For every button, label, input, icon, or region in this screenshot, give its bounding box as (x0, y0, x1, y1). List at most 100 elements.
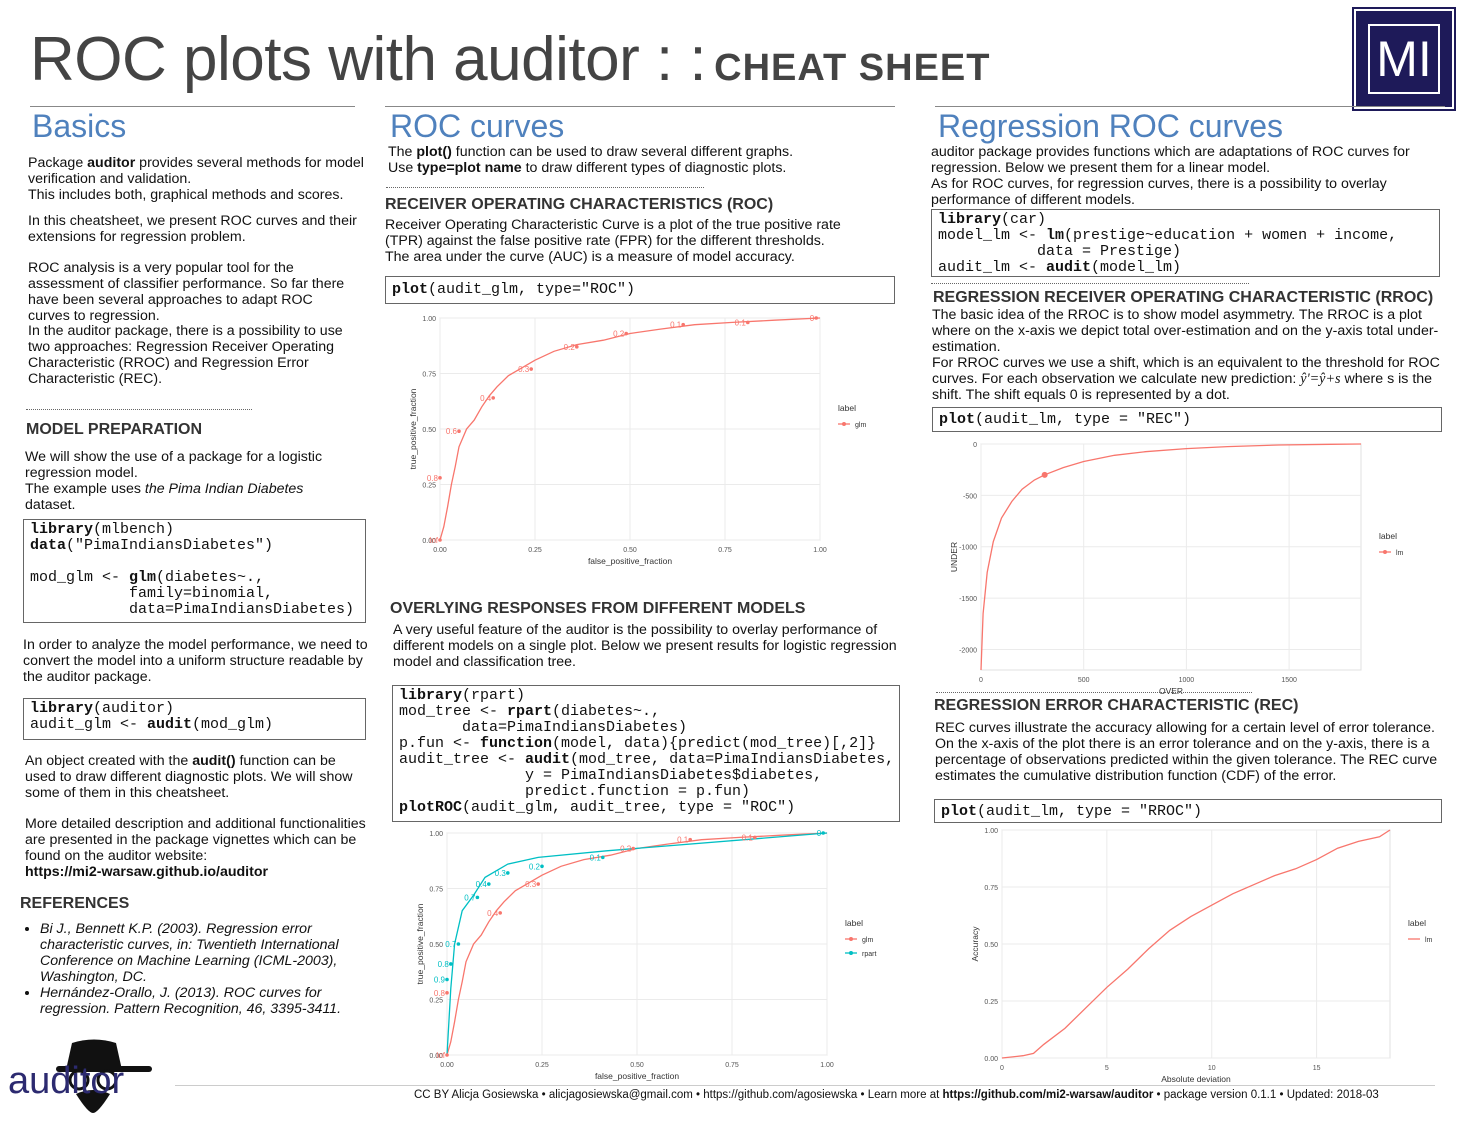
code-block-plot-roc: plot(audit_glm, type="ROC") (385, 276, 895, 304)
cutoff-point (475, 895, 480, 900)
model-prep-paragraph: An object created with the audit() funct… (25, 753, 353, 801)
y-tick-label: 0.00 (984, 1056, 998, 1063)
x-tick-label: 0.50 (623, 547, 637, 554)
legend-label: glm (855, 422, 866, 429)
cutoff-point (688, 837, 692, 842)
cutoff-label: 0.1 (742, 833, 754, 842)
code-block-mlbench: library(mlbench) data("PimaIndiansDiabet… (23, 519, 366, 623)
legend-key-point (849, 951, 853, 955)
regression-title: Regression ROC curves (938, 108, 1283, 144)
x-tick-label: 1.00 (813, 547, 827, 554)
y-tick-label: 1.00 (429, 831, 443, 838)
cutoff-point (438, 538, 442, 542)
cutoff-label: 0.4 (476, 880, 488, 889)
cutoff-point (445, 1053, 449, 1057)
code-block-lm: library(car) model_lm <- lm(prestige~edu… (931, 209, 1440, 277)
series-line-rpart (446, 832, 828, 1056)
y-tick-label: 0.75 (984, 885, 998, 892)
legend-title: label (1379, 531, 1397, 541)
roc-chart-overlay: 0.00 0.25 0.50 0.75 1.00 0.00 0.25 0.50 0.75 1.00… (415, 829, 876, 1081)
code-block-plot-rec: plot(audit_lm, type = "REC") (932, 407, 1442, 432)
cutoff-label: 0.2 (564, 343, 576, 352)
y-axis-label: true_positive_fraction (408, 388, 418, 469)
mi2-logo: MI (1354, 9, 1454, 109)
cutoff-point (529, 367, 533, 371)
y-axis-label: Accuracy (970, 926, 980, 962)
x-tick-label: 5 (1105, 1065, 1109, 1072)
dotted-divider (386, 187, 704, 188)
cutoff-point (445, 991, 449, 995)
x-tick-label: 0.75 (718, 547, 732, 554)
y-tick-label: -1500 (959, 596, 977, 603)
cutoff-label: 0.3 (495, 869, 507, 878)
y-tick-label: 0.75 (422, 372, 436, 379)
cutoff-label: 0.8 (434, 989, 446, 998)
x-tick-label: 500 (1078, 677, 1090, 684)
code-block-audit-glm: library(auditor) audit_glm <- audit(mod_… (23, 698, 366, 740)
basics-title: Basics (32, 108, 127, 144)
x-tick-label: 0.00 (440, 1062, 454, 1069)
overlay-section-title: OVERLYING RESPONSES FROM DIFFERENT MODEL… (390, 600, 806, 617)
x-tick-label: 1.00 (820, 1062, 834, 1069)
cutoff-label: 0.2 (529, 862, 541, 871)
divider (385, 106, 895, 107)
cutoff-point (746, 320, 750, 325)
cutoff-point (457, 429, 461, 434)
y-tick-label: -500 (963, 493, 977, 500)
cutoff-point (540, 864, 544, 869)
code-block-rpart: library(rpart) mod_tree <- rpart(diabete… (392, 685, 900, 822)
rec-paragraph: REC curves illustrate the accuracy allow… (935, 720, 1438, 784)
x-axis-label: Absolute deviation (1161, 1074, 1231, 1084)
page-subtitle: CHEAT SHEET (714, 47, 991, 89)
series-line-lm (980, 443, 1362, 671)
model-prep-paragraph: More detailed description and additional… (25, 816, 366, 880)
footer-link[interactable]: https://github.com/mi2-warsaw/auditor (942, 1089, 1154, 1101)
cutoff-label: 0.6 (446, 427, 458, 436)
y-tick-label: 1.00 (422, 316, 436, 323)
cutoff-point (753, 835, 757, 840)
legend-label: lm (1425, 937, 1433, 944)
dotted-divider (26, 409, 252, 410)
auditor-logo-graphic (56, 1039, 152, 1113)
code-block-plot-rroc: plot(audit_lm, type = "RROC") (934, 799, 1442, 823)
cutoff-label: 0.1 (735, 318, 747, 327)
cutoff-label: 0.1 (670, 321, 682, 330)
basics-paragraph: In this cheatsheet, we present ROC curve… (28, 213, 357, 245)
series-line-glm (439, 317, 821, 541)
cutoff-label: 0.2 (613, 330, 625, 339)
overlay-paragraph: A very useful feature of the auditor is … (393, 622, 897, 670)
cutoff-point (814, 316, 818, 320)
model-prep-paragraph: We will show the use of a package for a … (25, 449, 323, 513)
auditor-website-link[interactable]: https://mi2-warsaw.github.io/auditor (25, 864, 269, 880)
x-tick-label: 0 (1000, 1065, 1004, 1072)
y-tick-label: 0 (973, 442, 977, 449)
cutoff-point (456, 942, 461, 946)
regression-intro: auditor package provides functions which… (931, 144, 1410, 208)
cutoff-point (575, 345, 579, 349)
rec-chart: 0 5 10 15 0.00 0.25 0.50 0.75 1.00 Absolute devia… (970, 828, 1433, 1084)
x-axis-label: false_positive_fraction (588, 556, 672, 566)
x-tick-label: 0.25 (535, 1062, 549, 1069)
basics-intro: Package auditor provides several methods… (28, 155, 364, 203)
basics-paragraph: ROC analysis is a very popular tool for … (28, 260, 345, 324)
series-line-glm (446, 832, 828, 1056)
y-tick-label: 1.00 (984, 828, 998, 835)
y-tick-label: 0.00 (429, 1053, 443, 1060)
dotted-divider (931, 283, 1249, 284)
basics-paragraph: In the auditor package, there is a possi… (28, 323, 343, 387)
divider (30, 106, 355, 107)
rroc-paragraph: The basic idea of the RROC is to show mo… (932, 307, 1440, 403)
rroc-section-title: REGRESSION RECEIVER OPERATING CHARACTERI… (933, 289, 1434, 306)
page-title: ROC plots with auditor : : CHEAT SHEET (30, 25, 991, 94)
references-list: Bi J., Bennett K.P. (2003). Regression e… (20, 921, 370, 1017)
x-axis-label: false_positive_fraction (595, 1071, 679, 1081)
cutoff-point (449, 962, 453, 966)
cutoff-label: 0 (817, 829, 822, 838)
cutoff-point (445, 977, 449, 982)
x-tick-label: 0.25 (528, 547, 542, 554)
x-tick-label: 0.00 (433, 547, 447, 554)
cutoff-label: 0.7 (464, 893, 476, 902)
cutoff-point (601, 855, 605, 860)
cutoff-point (491, 396, 495, 400)
references-title: REFERENCES (20, 895, 130, 912)
